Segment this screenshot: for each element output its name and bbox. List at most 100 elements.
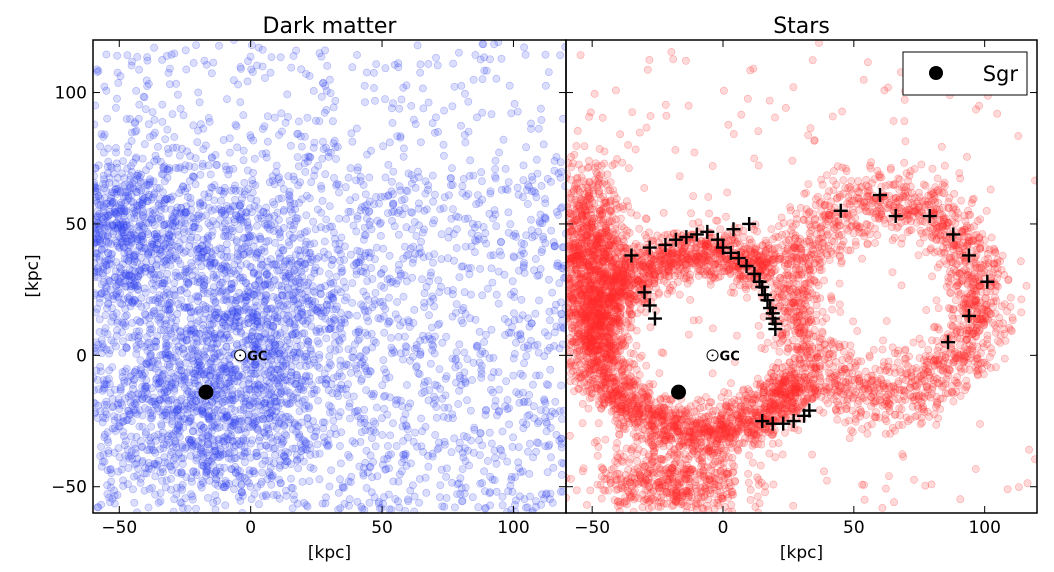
scatter-point	[433, 414, 440, 421]
x-tick-label: 100	[497, 518, 529, 538]
scatter-point	[100, 451, 107, 458]
scatter-point	[432, 114, 439, 121]
scatter-point	[380, 245, 387, 252]
scatter-point	[363, 69, 370, 76]
scatter-point	[338, 269, 345, 276]
scatter-point	[237, 262, 244, 269]
scatter-point	[354, 213, 361, 220]
scatter-point	[130, 377, 137, 384]
scatter-point	[106, 350, 113, 357]
scatter-point	[299, 317, 306, 324]
scatter-point	[411, 306, 418, 313]
scatter-point	[195, 89, 202, 96]
scatter-point	[260, 311, 267, 318]
scatter-point	[488, 374, 495, 381]
scatter-point	[314, 362, 321, 369]
scatter-point	[461, 490, 468, 497]
scatter-point	[336, 476, 343, 483]
scatter-point	[164, 388, 171, 395]
scatter-point	[108, 337, 115, 344]
scatter-point	[128, 433, 135, 440]
scatter-point	[232, 182, 239, 189]
scatter-point	[311, 267, 318, 274]
scatter-point	[361, 99, 368, 106]
scatter-point	[251, 155, 258, 162]
scatter-point	[425, 463, 432, 470]
scatter-point	[227, 254, 234, 261]
scatter-point	[342, 184, 349, 191]
scatter-point	[325, 387, 332, 394]
scatter-point	[558, 415, 565, 422]
scatter-point	[415, 370, 422, 377]
scatter-point	[261, 74, 268, 81]
scatter-point	[487, 386, 494, 393]
scatter-point	[240, 235, 247, 242]
scatter-point	[287, 400, 294, 407]
scatter-point	[322, 494, 329, 501]
scatter-point	[326, 409, 333, 416]
scatter-point	[218, 407, 225, 414]
scatter-point	[352, 194, 359, 201]
scatter-point	[373, 244, 380, 251]
scatter-point	[543, 381, 550, 388]
scatter-point	[451, 83, 458, 90]
scatter-point	[298, 143, 305, 150]
scatter-point	[141, 404, 148, 411]
scatter-point	[244, 78, 251, 85]
scatter-point	[489, 279, 496, 286]
scatter-point	[134, 282, 141, 289]
scatter-point	[467, 407, 474, 414]
scatter-point	[310, 218, 317, 225]
scatter-point	[278, 450, 285, 457]
scatter-point	[200, 125, 207, 132]
scatter-point	[423, 489, 430, 496]
scatter-point	[303, 192, 310, 199]
scatter-point	[215, 287, 222, 294]
scatter-point	[464, 265, 471, 272]
scatter-point	[194, 404, 201, 411]
scatter-point	[330, 314, 337, 321]
scatter-point	[370, 458, 377, 465]
scatter-point	[379, 431, 386, 438]
scatter-point	[535, 228, 542, 235]
scatter-point	[329, 118, 336, 125]
scatter-point	[418, 238, 425, 245]
scatter-point	[253, 449, 260, 456]
scatter-point	[500, 136, 507, 143]
y-tick-label: 50	[65, 215, 87, 235]
scatter-point	[287, 319, 294, 326]
scatter-point	[108, 200, 115, 207]
scatter-point	[349, 138, 356, 145]
scatter-point	[520, 399, 527, 406]
scatter-point	[288, 279, 295, 286]
scatter-point	[323, 335, 330, 342]
scatter-point	[141, 487, 148, 494]
scatter-point	[524, 200, 531, 207]
scatter-point	[316, 450, 323, 457]
scatter-point	[172, 375, 179, 382]
scatter-point	[107, 211, 114, 218]
scatter-point	[365, 307, 372, 314]
scatter-point	[124, 149, 131, 156]
scatter-point	[421, 290, 428, 297]
scatter-point	[240, 437, 247, 444]
scatter-point	[542, 51, 549, 58]
scatter-point	[259, 415, 266, 422]
scatter-point	[347, 251, 354, 258]
scatter-point	[213, 309, 220, 316]
scatter-point	[212, 506, 219, 513]
scatter-point	[286, 340, 293, 347]
scatter-point	[232, 196, 239, 203]
scatter-point	[167, 475, 174, 482]
scatter-point	[188, 259, 195, 266]
scatter-point	[101, 381, 108, 388]
y-tick-label: 0	[76, 346, 87, 366]
scatter-point	[187, 152, 194, 159]
scatter-point	[297, 342, 304, 349]
scatter-point	[417, 61, 424, 68]
scatter-point	[317, 290, 324, 297]
scatter-point	[237, 274, 244, 281]
scatter-point	[217, 216, 224, 223]
scatter-point	[236, 203, 243, 210]
scatter-point	[385, 294, 392, 301]
